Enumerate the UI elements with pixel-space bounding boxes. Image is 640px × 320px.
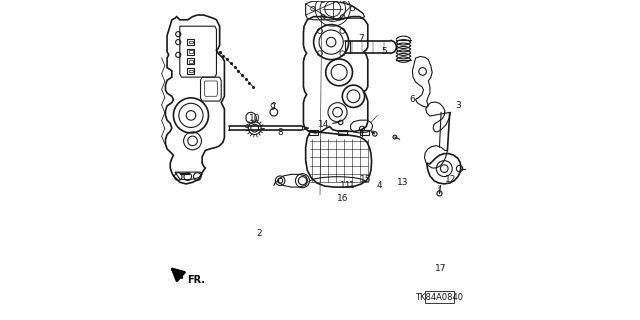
- Text: TK84A0840: TK84A0840: [415, 292, 463, 301]
- Text: 6: 6: [410, 95, 415, 104]
- Bar: [425, 291, 454, 303]
- Text: 1: 1: [349, 181, 355, 190]
- Text: 7: 7: [358, 35, 364, 44]
- Text: 3: 3: [456, 101, 461, 110]
- Text: FR.: FR.: [187, 276, 205, 285]
- Text: 17: 17: [435, 264, 447, 273]
- Text: 10: 10: [249, 114, 260, 123]
- Text: 16: 16: [337, 194, 348, 203]
- Text: 4: 4: [376, 181, 381, 190]
- Text: 15: 15: [360, 175, 372, 184]
- Text: 8: 8: [277, 128, 283, 137]
- Text: 9: 9: [269, 103, 275, 112]
- Polygon shape: [303, 126, 309, 130]
- Text: 5: 5: [381, 47, 387, 56]
- Text: 2: 2: [257, 229, 262, 238]
- Text: 11: 11: [340, 181, 351, 190]
- Text: 14: 14: [317, 120, 329, 130]
- Text: 12: 12: [445, 175, 456, 184]
- Text: 13: 13: [397, 178, 408, 187]
